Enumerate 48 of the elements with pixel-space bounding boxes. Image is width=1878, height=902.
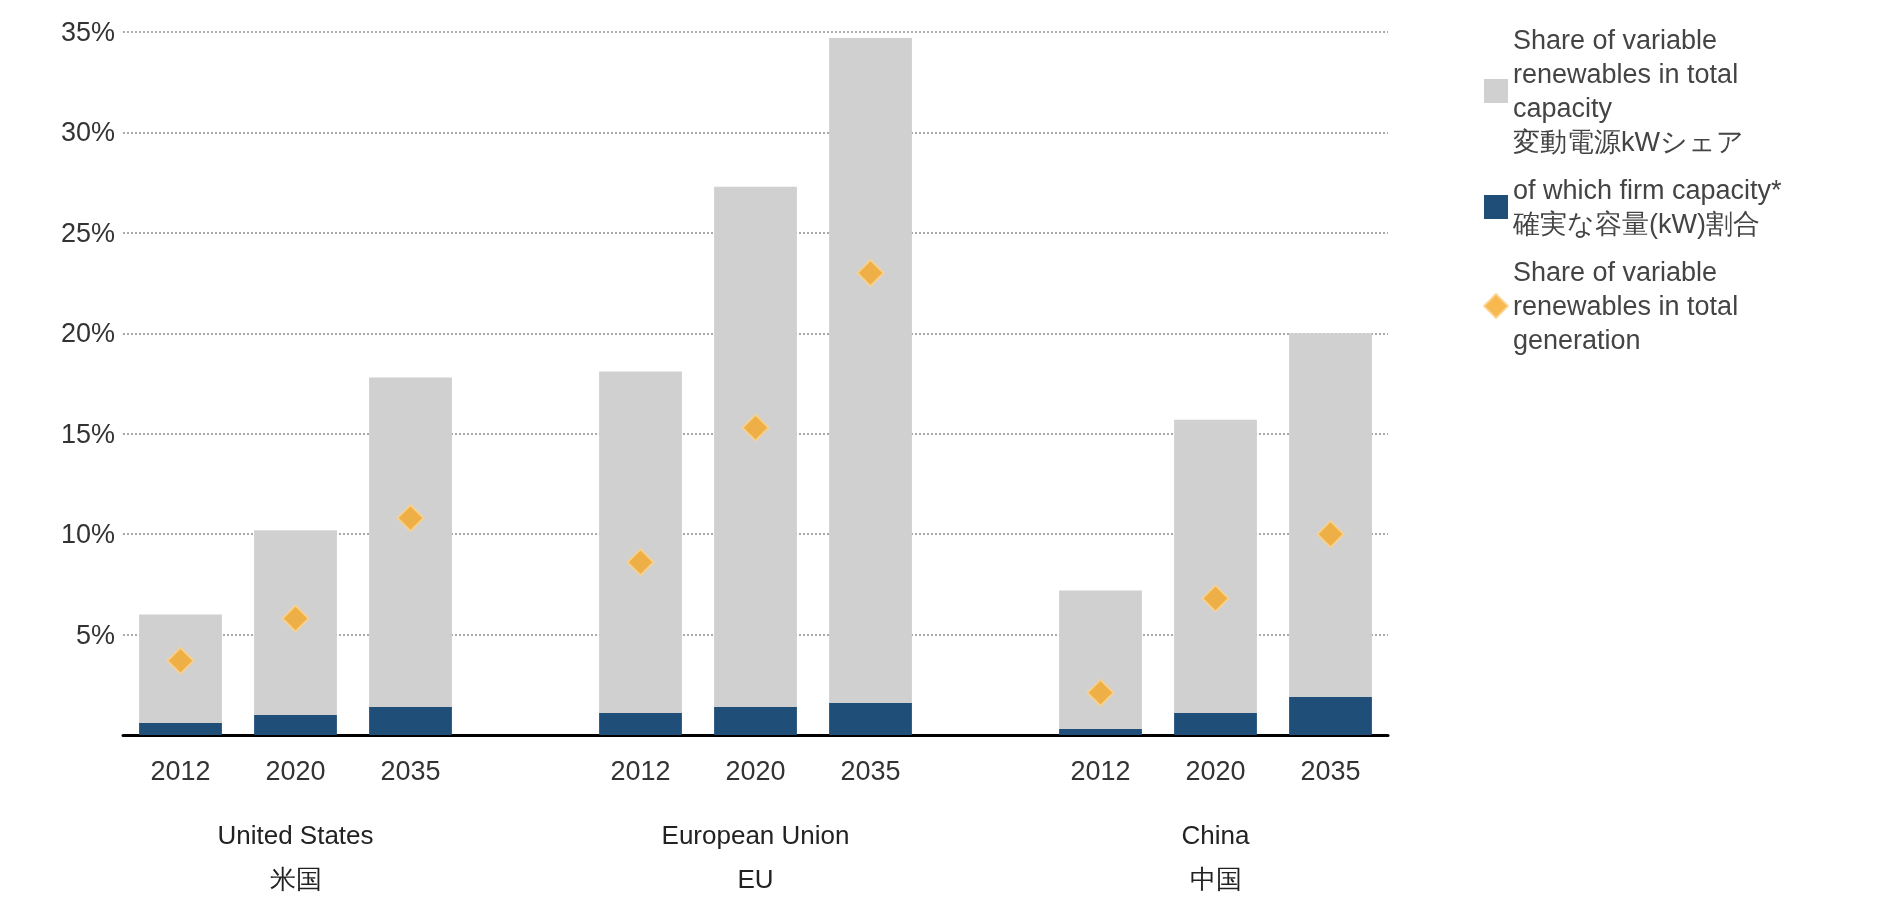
bar [1174,419,1257,713]
bar [1059,728,1142,735]
bar [139,614,222,723]
point [741,413,770,442]
point [396,504,425,533]
legend-label: Share of variable renewables in total capacity 変動電源kWシェア [1513,25,1746,157]
bar [829,38,912,703]
text: European Union EU [661,820,850,894]
x-tick-label: 2035 [840,755,901,786]
x-tick-label: 2020 [725,755,786,786]
point [626,548,655,577]
bar [829,702,912,735]
x-tick-label: 2012 [610,755,671,786]
bar [599,712,682,735]
y-tick-label: 15% [60,418,115,449]
y-tick-label: 30% [60,117,115,148]
x-tick-label: 2012 [1070,755,1131,786]
bar [369,377,452,707]
y-tick-label: 35% [60,17,115,47]
bar [599,371,682,713]
legend-label: of which firm capacity* 確実な容量(kW)割合 [1512,175,1783,239]
y-tick-label: 10% [60,519,115,550]
point [856,259,885,288]
point [1316,520,1345,549]
bar [369,706,452,735]
bar [1289,696,1372,735]
bar [1059,590,1142,729]
legend-label: Share of variable renewables in total generation [1513,257,1746,355]
x-tick-label: 2020 [265,755,326,786]
y-tick-label: 25% [60,217,115,248]
bar [254,714,337,735]
bar [1289,333,1372,697]
point [281,604,310,633]
bar [139,722,222,735]
bar [254,530,337,715]
point [1201,584,1230,613]
y-tick-label: 20% [60,318,115,349]
bar [714,706,797,735]
text: China 中国 [1181,820,1250,894]
x-tick-label: 2020 [1185,755,1246,786]
y-tick-label: 5% [75,619,115,650]
x-tick-label: 2035 [1300,755,1361,786]
text: United States 米国 [217,820,374,894]
x-tick-label: 2035 [380,755,441,786]
bar [714,186,797,707]
bar [1174,712,1257,735]
point [1086,678,1115,707]
x-tick-label: 2012 [150,755,211,786]
